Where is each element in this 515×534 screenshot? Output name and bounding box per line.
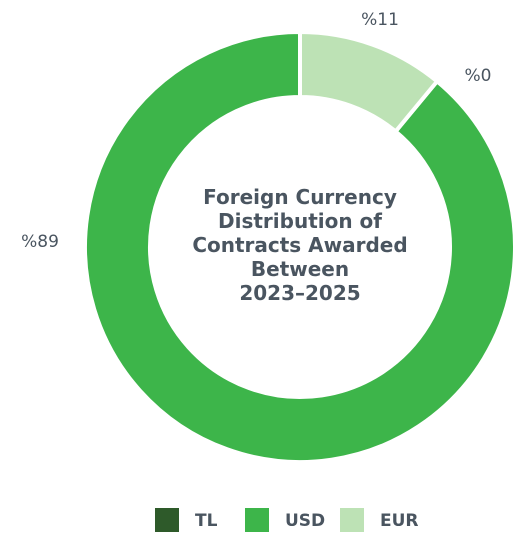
chart-title: Foreign Currency Distribution of Contracts…	[150, 185, 450, 305]
legend-label: EUR	[380, 511, 419, 531]
data-label: %0	[465, 66, 492, 86]
donut-slice	[83, 29, 515, 464]
title-line: 2023–2025	[239, 281, 361, 305]
legend-swatch	[340, 508, 364, 532]
title-line: Foreign Currency	[203, 185, 397, 209]
legend-swatch	[245, 508, 269, 532]
legend-swatch	[155, 508, 179, 532]
donut-slice	[298, 29, 440, 135]
data-label: %11	[361, 10, 399, 30]
title-line: Between	[250, 257, 350, 281]
data-label: %89	[21, 232, 59, 252]
title-line: Contracts Awarded	[192, 233, 408, 257]
title-line: Distribution of	[218, 209, 382, 233]
legend-label: USD	[285, 511, 325, 531]
legend-label: TL	[195, 511, 218, 531]
